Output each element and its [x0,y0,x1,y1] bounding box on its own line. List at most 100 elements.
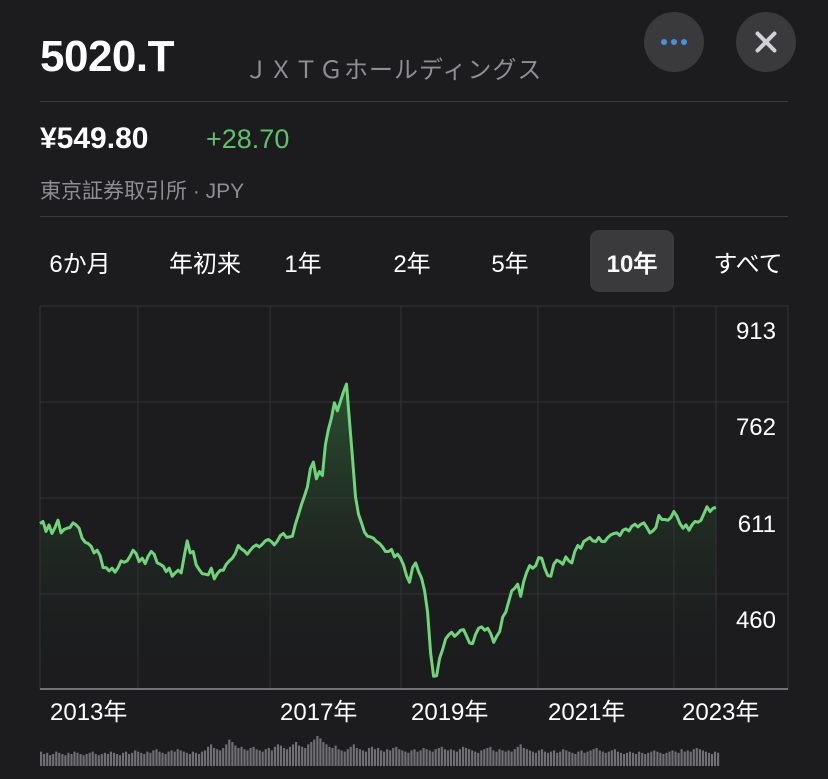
volume-bar [261,751,264,766]
volume-bar [152,750,155,766]
volume-bar [301,746,304,766]
volume-bar [689,751,692,766]
volume-bar [589,750,592,766]
more-button[interactable] [644,12,704,72]
volume-bar [534,752,537,766]
range-tab-ytd[interactable]: 年初来 [155,230,255,292]
volume-bar [565,750,568,766]
exchange-label: 東京証券取引所 · JPY [40,180,245,203]
volume-bar [471,750,474,766]
range-tab-2y[interactable]: 2年 [372,230,452,292]
volume-bar [452,750,456,766]
volume-bar [592,749,595,766]
volume-bar [440,746,443,766]
volume-bar [547,752,550,766]
header: 5020.T ＪＸＴＧホールディングス [40,12,796,100]
range-tab-10y[interactable]: 10年 [590,230,674,292]
volume-bar [207,746,210,766]
range-tab-label: 5年 [491,250,529,278]
range-tab-1y[interactable]: 1年 [263,230,343,292]
volume-bar [401,750,404,766]
volume-bar [267,748,270,766]
price-chart[interactable]: 913 762 611 460 2013年 2017年 2019年 2021年 2023年 [0,290,828,730]
volume-bar [377,748,380,766]
volume-bar [632,752,635,766]
range-tab-label: 年初来 [169,250,241,278]
volume-bar [404,751,407,766]
volume-bar [562,749,565,766]
volume-bar [298,745,301,766]
volume-bar [713,751,717,766]
range-tab-label: 6か月 [49,250,111,278]
volume-bar [674,751,677,766]
volume-bar [97,755,100,766]
close-button[interactable] [736,12,796,72]
range-tab-5y[interactable]: 5年 [470,230,550,292]
volume-bar [285,749,289,766]
volume-bar [200,751,204,766]
volume-bar [131,752,134,766]
volume-bar [270,750,273,766]
volume-bar [480,750,483,766]
volume-bar [67,752,70,766]
volume-bar [553,750,556,766]
volume-bar [607,751,610,766]
volume-bar [273,746,276,766]
volume-bar [586,751,589,766]
volume-bar [49,755,52,766]
volume-bars [40,736,720,766]
ticker-symbol: 5020.T [40,32,174,81]
range-tab-label: すべて [713,250,783,278]
volume-bar [373,749,377,766]
volume-bar [428,750,431,766]
volume-bar [85,754,88,766]
volume-bar [46,752,49,766]
volume-bar [425,749,428,766]
volume-bar [665,752,668,766]
range-tab-6m[interactable]: 6か月 [40,230,120,292]
volume-bar [495,751,498,766]
volume-bar [134,750,137,766]
volume-bar [662,754,665,766]
volume-bar [610,750,613,766]
volume-bar [710,754,714,766]
volume-bar [316,736,319,766]
volume-bar [279,745,282,766]
volume-bar [122,752,125,766]
volume-bar [246,750,249,766]
volume-bar [437,748,440,766]
volume-bar [112,752,116,766]
volume-bar [185,752,188,766]
volume-bar [179,750,182,766]
volume-bar [455,751,459,766]
volume-bar [431,751,434,766]
volume-bar [422,748,425,766]
volume-bar [222,748,225,766]
volume-bar [143,754,146,766]
volume-bar [149,752,152,766]
y-tick-label: 460 [736,607,776,634]
volume-bar [613,749,616,766]
volume-bar [443,749,446,766]
volume-bar [604,752,607,766]
volume-bar [109,751,112,766]
volume-bar [343,751,346,766]
volume-bar [146,751,149,766]
volume-bar [61,754,64,766]
range-tab-all[interactable]: すべて [706,230,790,292]
volume-bar [707,752,711,766]
volume-bar [628,751,632,766]
volume-bar [118,755,122,766]
volume-bar [513,749,516,766]
ellipsis-icon [661,39,687,45]
volume-bar [88,752,91,766]
volume-bar [458,749,462,766]
volume-bar [647,752,650,766]
volume-bar [349,746,352,766]
volume-bar [115,754,119,766]
volume-bar [370,746,374,766]
volume-bar [683,751,686,766]
volume-bar [507,750,510,766]
volume-bar [413,749,416,766]
volume-bar [489,746,492,766]
